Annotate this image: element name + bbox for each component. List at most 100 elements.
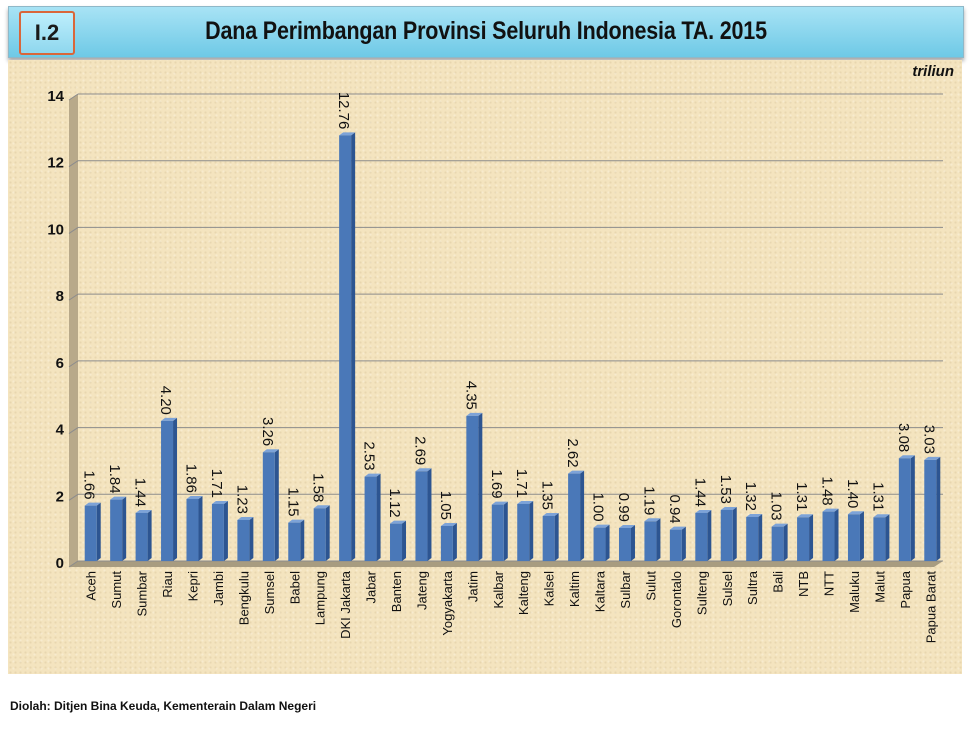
data-label: 1.40 bbox=[844, 479, 861, 508]
x-tick-label: Yogyakarta bbox=[440, 570, 455, 635]
bar-top bbox=[110, 496, 127, 500]
x-tick-label: Jateng bbox=[414, 571, 429, 610]
x-tick-label: Lampung bbox=[313, 571, 328, 625]
data-label: 1.44 bbox=[691, 478, 708, 507]
data-label: 2.62 bbox=[564, 438, 581, 467]
data-label: 1.71 bbox=[513, 469, 530, 498]
bar-top bbox=[186, 495, 203, 499]
bar-top bbox=[440, 522, 457, 526]
x-tick-label: Kepri bbox=[185, 571, 200, 601]
x-tick-label: Riau bbox=[160, 571, 175, 598]
data-label: 3.26 bbox=[259, 417, 276, 446]
bar-side bbox=[910, 455, 915, 561]
bar bbox=[211, 503, 224, 561]
bar bbox=[161, 420, 174, 561]
bar bbox=[440, 525, 453, 561]
x-tick-label: Sumbar bbox=[135, 570, 150, 616]
bar-side bbox=[885, 514, 890, 561]
y-tick-label: 2 bbox=[56, 488, 64, 505]
gridline-side bbox=[68, 93, 79, 101]
bar bbox=[746, 516, 759, 561]
source-note: Diolah: Ditjen Bina Keuda, Kementerain D… bbox=[10, 699, 317, 713]
data-label: 1.44 bbox=[132, 478, 149, 507]
data-label: 1.31 bbox=[793, 482, 810, 511]
y-tick-label: 14 bbox=[47, 88, 64, 105]
bar-side bbox=[478, 412, 483, 561]
x-tick-label: Sulsel bbox=[720, 571, 735, 607]
bar-side bbox=[223, 500, 228, 561]
bar bbox=[262, 452, 275, 561]
bar-side bbox=[274, 449, 279, 561]
bar-side bbox=[122, 496, 127, 561]
data-label: 4.20 bbox=[157, 386, 174, 415]
bar-top bbox=[822, 508, 839, 512]
bar bbox=[720, 509, 733, 561]
x-tick-label: Sulteng bbox=[694, 571, 709, 615]
bar-top bbox=[390, 520, 407, 524]
bar-top bbox=[746, 513, 763, 517]
data-label: 1.66 bbox=[81, 470, 98, 499]
bar-side bbox=[249, 516, 254, 561]
bar-side bbox=[554, 512, 559, 561]
bar bbox=[313, 508, 326, 561]
x-tick-label: Papua bbox=[898, 570, 913, 608]
data-label: 1.23 bbox=[233, 485, 250, 514]
gridline-side bbox=[68, 427, 79, 434]
x-tick-label: Kalbar bbox=[491, 570, 506, 608]
bar bbox=[390, 523, 403, 561]
bar-side bbox=[732, 506, 737, 561]
x-tick-label: Kalsel bbox=[542, 571, 557, 607]
bar-side bbox=[503, 501, 508, 561]
bar-top bbox=[797, 514, 814, 518]
data-label: 1.58 bbox=[310, 473, 327, 502]
x-tick-label: Banten bbox=[389, 571, 404, 612]
bar bbox=[695, 512, 708, 561]
x-tick-label: Maluku bbox=[847, 571, 862, 613]
data-label: 1.03 bbox=[768, 491, 785, 520]
data-label: 1.19 bbox=[640, 486, 657, 515]
data-label: 12.76 bbox=[335, 92, 352, 130]
y-tick-label: 8 bbox=[56, 288, 64, 305]
bar-top bbox=[618, 524, 635, 528]
bar-top bbox=[873, 514, 890, 518]
x-tick-label: Kaltim bbox=[567, 571, 582, 607]
data-label: 1.48 bbox=[819, 476, 836, 505]
gridline-side bbox=[68, 293, 79, 301]
data-label: 1.71 bbox=[208, 469, 225, 498]
bar bbox=[517, 503, 530, 561]
bar-top bbox=[720, 506, 737, 510]
bar-side bbox=[147, 509, 152, 561]
bar-side bbox=[580, 470, 585, 561]
x-tick-label: Bengkulu bbox=[236, 571, 251, 625]
bar-side bbox=[681, 526, 686, 561]
bar-top bbox=[898, 455, 915, 459]
data-label: 1.00 bbox=[590, 492, 607, 521]
bar bbox=[771, 526, 784, 561]
bar-side bbox=[529, 500, 534, 561]
axis-side-wall bbox=[69, 94, 78, 567]
bar bbox=[415, 471, 428, 561]
bar-side bbox=[630, 524, 635, 561]
x-tick-label: DKI Jakarta bbox=[338, 570, 353, 639]
gridline-side bbox=[68, 493, 79, 501]
bar bbox=[593, 527, 606, 561]
data-label: 1.69 bbox=[488, 469, 505, 498]
bar-top bbox=[415, 468, 432, 472]
bar-side bbox=[758, 513, 763, 561]
bar bbox=[339, 135, 352, 561]
bar bbox=[873, 517, 886, 561]
data-label: 1.31 bbox=[869, 482, 886, 511]
bar-side bbox=[656, 518, 661, 561]
bar bbox=[364, 476, 377, 561]
x-tick-label: Sumsel bbox=[262, 571, 277, 614]
x-tick-label: Aceh bbox=[84, 571, 99, 601]
bar bbox=[847, 514, 860, 561]
bar bbox=[237, 519, 250, 561]
data-label: 4.35 bbox=[462, 381, 479, 410]
bar-top bbox=[669, 526, 686, 530]
bar-top bbox=[593, 524, 610, 528]
x-tick-label: Papua Barat bbox=[923, 571, 938, 644]
data-label: 1.32 bbox=[742, 482, 759, 511]
gridline-side bbox=[68, 560, 79, 568]
